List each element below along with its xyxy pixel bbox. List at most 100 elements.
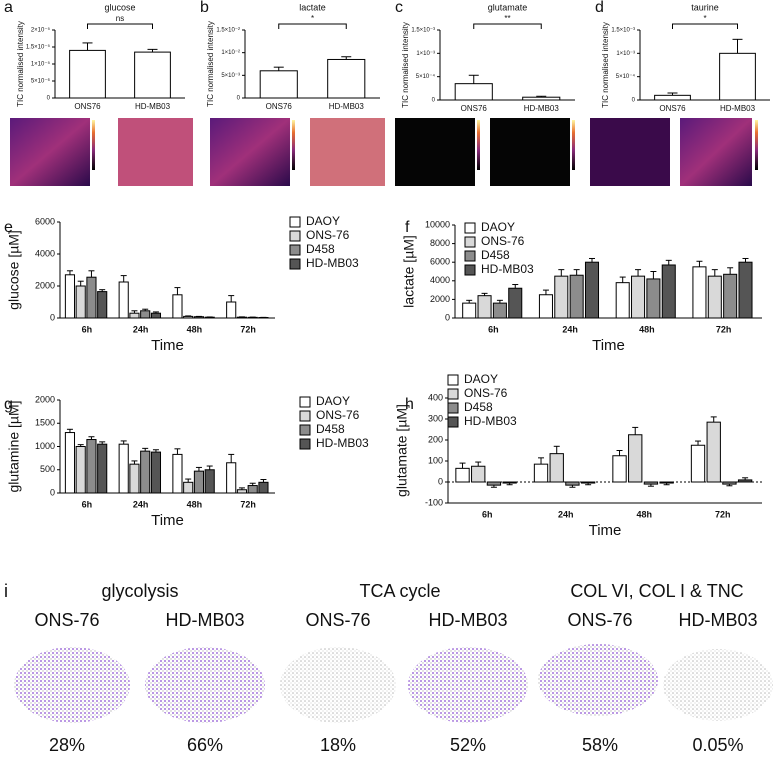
legend-label: HD-MB03 xyxy=(316,436,369,450)
heatmap-image xyxy=(10,118,90,186)
x-tick-label: 48h xyxy=(187,324,203,334)
significance-bracket xyxy=(87,23,153,29)
bar xyxy=(706,421,721,483)
y-tick-label: 5×10⁻⁴ xyxy=(616,73,636,80)
bar xyxy=(584,261,600,319)
heatmap-image xyxy=(590,118,670,186)
legend-swatch xyxy=(289,230,301,242)
y-tick-label: 0 xyxy=(237,96,241,102)
y-tick-label: 8000 xyxy=(430,238,450,248)
bar xyxy=(690,444,706,483)
bar xyxy=(183,481,194,494)
umap-plot xyxy=(280,647,396,723)
bar xyxy=(226,462,237,494)
legend-label: D458 xyxy=(316,422,345,436)
bar xyxy=(646,278,661,319)
legend-swatch xyxy=(447,416,459,428)
bar xyxy=(193,316,205,319)
y-axis-title: TIC normalised intensity xyxy=(16,21,25,107)
umap-images xyxy=(14,644,773,723)
bar xyxy=(258,481,269,494)
legend-swatch xyxy=(464,250,476,262)
y-tick-label: 2×10⁻⁵ xyxy=(31,27,51,34)
legend-label: HD-MB03 xyxy=(481,262,534,276)
legend-label: ONS-76 xyxy=(481,234,525,248)
bar xyxy=(150,312,162,319)
legend-swatch xyxy=(289,216,301,228)
umap-plot xyxy=(663,649,773,721)
bar xyxy=(477,295,492,319)
percentage: 0.05% xyxy=(692,735,743,755)
bar xyxy=(723,273,738,319)
chart-title: lactate xyxy=(299,2,326,12)
heatmap-image xyxy=(490,118,570,186)
bar xyxy=(533,463,549,483)
legend-swatch xyxy=(447,388,459,400)
colorbar xyxy=(755,120,758,170)
bar xyxy=(140,450,151,494)
bar xyxy=(549,453,564,483)
legend-swatch xyxy=(447,402,459,414)
legend-swatch xyxy=(299,424,311,436)
x-tick-label: 24h xyxy=(133,499,149,509)
colorbar xyxy=(292,120,295,170)
umap-plot xyxy=(408,647,528,723)
bar xyxy=(631,275,646,319)
legend-label: DAOY xyxy=(481,220,515,234)
bar xyxy=(129,312,140,319)
x-tick-label: 6h xyxy=(482,509,493,519)
x-tick-label: HD-MB03 xyxy=(720,104,756,113)
bar xyxy=(522,96,561,101)
legend-swatch xyxy=(447,374,459,386)
x-tick-label: HD-MB03 xyxy=(329,102,365,111)
percentage: 52% xyxy=(450,735,486,755)
y-tick-label: 4000 xyxy=(35,248,55,258)
heatmap-image xyxy=(680,118,752,186)
group-title: COL VI, COL I & TNC xyxy=(570,581,743,601)
y-tick-label: 2000 xyxy=(35,394,55,404)
panel-letter: b xyxy=(200,0,209,16)
heatmaps xyxy=(10,118,758,186)
x-tick-label: 24h xyxy=(133,324,149,334)
percentage: 58% xyxy=(582,735,618,755)
group-title: TCA cycle xyxy=(359,581,440,601)
sample-name: HD-MB03 xyxy=(165,610,244,630)
heatmap-image xyxy=(310,118,385,186)
y-axis-title: glutamine [µM] xyxy=(6,400,22,492)
legend-label: HD-MB03 xyxy=(306,256,359,270)
group-title: glycolysis xyxy=(101,581,178,601)
sample-name: HD-MB03 xyxy=(428,610,507,630)
legend-label: ONS-76 xyxy=(316,408,360,422)
panel-letter: f xyxy=(405,219,410,236)
y-tick-label: 1×10⁻² xyxy=(221,50,240,56)
bar xyxy=(538,294,553,319)
bar xyxy=(486,481,502,486)
bar xyxy=(692,266,707,319)
legend-label: D458 xyxy=(464,400,493,414)
x-tick-label: ONS76 xyxy=(74,102,101,111)
x-tick-label: ONS76 xyxy=(461,104,488,113)
panel-letter: i xyxy=(4,581,8,601)
y-tick-label: 1.5×10⁻⁵ xyxy=(26,44,51,51)
bar xyxy=(150,451,162,494)
percentage: 66% xyxy=(187,735,223,755)
legend-label: DAOY xyxy=(306,214,340,228)
y-tick-label: 0 xyxy=(632,98,636,104)
legend-label: ONS-76 xyxy=(306,228,350,242)
legend-swatch xyxy=(289,258,301,270)
y-tick-label: 1×10⁻³ xyxy=(616,51,635,57)
sample-name: ONS-76 xyxy=(305,610,370,630)
x-axis-title: Time xyxy=(151,512,184,529)
bar xyxy=(471,465,486,483)
chart-title: glutamate xyxy=(488,2,528,12)
x-tick-label: 24h xyxy=(558,509,574,519)
bar xyxy=(455,467,470,483)
bar xyxy=(661,264,676,319)
bar xyxy=(569,274,584,319)
bar xyxy=(327,58,366,99)
significance-label: * xyxy=(703,14,706,23)
y-tick-label: 200 xyxy=(428,434,443,444)
y-tick-label: 2000 xyxy=(35,280,55,290)
bar xyxy=(259,70,298,99)
